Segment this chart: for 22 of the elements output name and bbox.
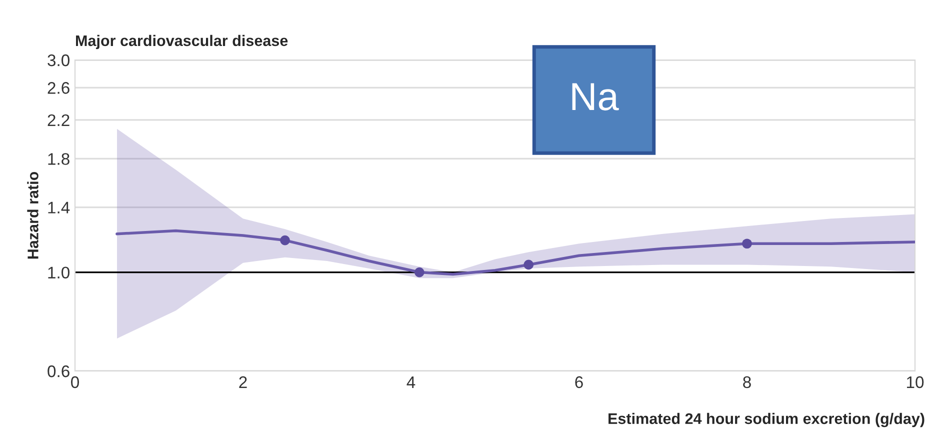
x-tick-label: 10: [907, 376, 924, 388]
y-tick-label: 1.4: [48, 202, 70, 214]
point: [414, 267, 424, 278]
y-axis-title: Hazard ratio: [27, 172, 38, 259]
annotation: Na: [572, 83, 619, 110]
y-tick-label: 1.0: [48, 266, 70, 278]
x-tick-label: 0: [71, 376, 79, 388]
y-tick-label: 0.6: [48, 365, 70, 378]
x-tick-label: 8: [743, 376, 751, 388]
x-tick-label: 6: [575, 376, 583, 388]
line-series: [116, 229, 915, 276]
y-tick-label: 1.8: [48, 153, 70, 165]
x-tick-label: 2: [239, 376, 247, 388]
point: [280, 235, 290, 246]
x-tick-label: 4: [406, 376, 416, 388]
point: [742, 238, 752, 249]
x-axis-title: Estimated 24 hour sodium excretion (g/day): [608, 412, 924, 428]
y-tick-label: 2.6: [48, 82, 70, 94]
chart-title: Major cardiovascular disease: [76, 34, 288, 50]
y-tick-label: 3.0: [48, 54, 70, 66]
y-tick-label: 2.2: [48, 114, 70, 126]
point: [524, 260, 534, 270]
